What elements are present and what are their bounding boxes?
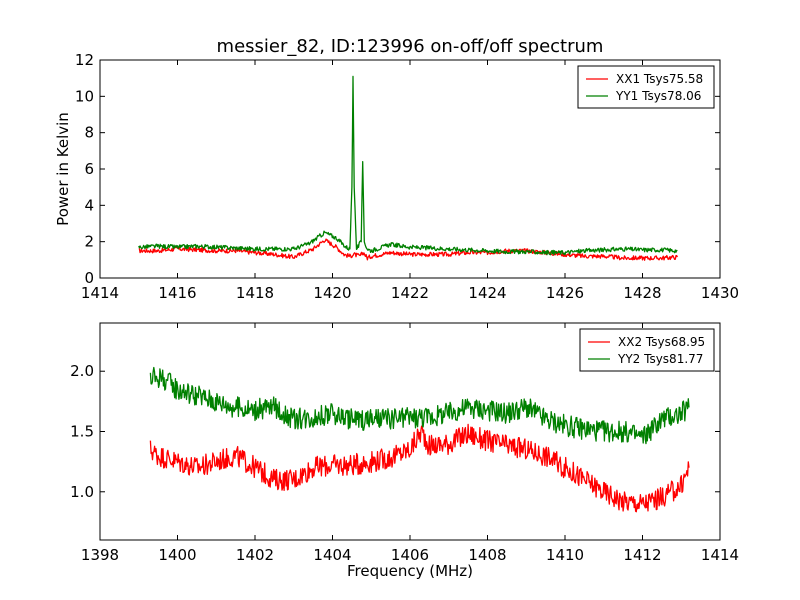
x-tick-label: 1418: [236, 284, 274, 302]
x-tick-label: 1410: [546, 546, 584, 564]
y-tick-label: 4: [84, 196, 94, 214]
legend-label: YY2 Tsys81.77: [617, 352, 703, 366]
legend-label: XX1 Tsys75.58: [616, 72, 703, 86]
x-tick-label: 1424: [468, 284, 506, 302]
series-line-2: [138, 75, 678, 256]
x-tick-label: 1420: [313, 284, 351, 302]
bottom-panel: Frequency (MHz) 1398 1400 1402 1404 1406 1408…: [70, 322, 739, 580]
x-tick-label: 1414: [701, 546, 739, 564]
legend: XX1 Tsys75.58 YY1 Tsys78.06: [577, 65, 715, 109]
x-tick-label: 1430: [701, 284, 739, 302]
legend-box: [577, 65, 715, 109]
x-tick-label: 1408: [468, 546, 506, 564]
x-tick-label: 1426: [546, 284, 584, 302]
x-tick-label: 1414: [81, 284, 119, 302]
top-panel: messier_82, ID:123996 on-off/off spectru…: [54, 36, 739, 302]
legend: XX2 Tsys68.95 YY2 Tsys81.77: [579, 328, 715, 372]
y-tick-label: 2.0: [70, 362, 94, 380]
legend-label: XX2 Tsys68.95: [618, 335, 705, 349]
series-line-1: [138, 238, 678, 261]
x-axis-label: Frequency (MHz): [347, 562, 473, 580]
x-tick-label: 1416: [158, 284, 196, 302]
x-tick-label: 1412: [623, 546, 661, 564]
x-tick-label: 1406: [391, 546, 429, 564]
x-tick-label: 1400: [158, 546, 196, 564]
y-tick-label: 6: [84, 160, 94, 178]
y-tick-label: 2: [84, 233, 94, 251]
series-line-1: [149, 423, 690, 513]
y-tick-label: 8: [84, 124, 94, 142]
x-tick-label: 1398: [81, 546, 119, 564]
y-tick-label: 10: [75, 87, 94, 105]
x-tick-label: 1404: [313, 546, 351, 564]
y-tick-label: 12: [75, 51, 94, 69]
legend-box: [579, 328, 715, 372]
chart-title: messier_82, ID:123996 on-off/off spectru…: [217, 36, 604, 57]
y-axis-label: Power in Kelvin: [54, 112, 72, 226]
x-tick-label: 1428: [623, 284, 661, 302]
x-tick-label: 1402: [236, 546, 274, 564]
y-tick-label: 0: [84, 269, 94, 287]
y-tick-label: 1.5: [70, 423, 94, 441]
legend-label: YY1 Tsys78.06: [615, 89, 701, 103]
y-tick-label: 1.0: [70, 483, 94, 501]
series-line-2: [149, 366, 690, 445]
x-tick-label: 1422: [391, 284, 429, 302]
